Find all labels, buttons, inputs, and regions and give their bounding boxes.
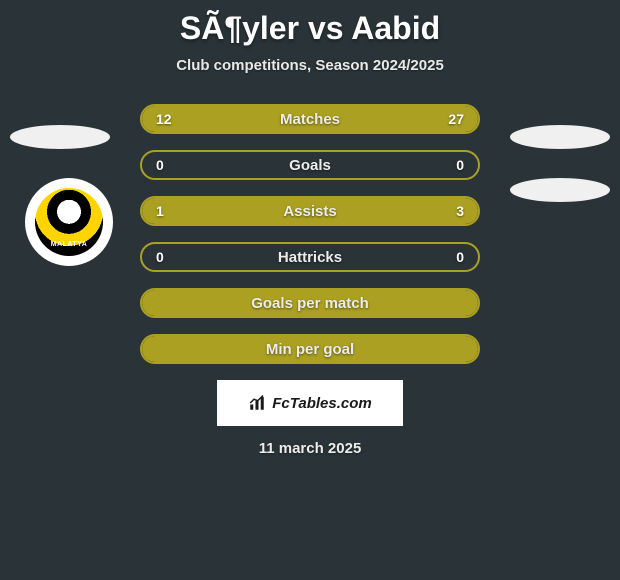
stat-label: Min per goal bbox=[266, 341, 354, 358]
player-photo-right bbox=[510, 125, 610, 149]
stat-value-left: 12 bbox=[156, 111, 186, 127]
badge-label: MALATYA bbox=[51, 241, 88, 248]
credit-label: FcTables.com bbox=[272, 395, 371, 412]
stat-value-left: 0 bbox=[156, 249, 186, 265]
stat-label: Hattricks bbox=[278, 249, 342, 266]
date-label: 11 march 2025 bbox=[0, 440, 620, 457]
stat-row-matches: 12 Matches 27 bbox=[140, 104, 480, 134]
comparison-card: SÃ¶yler vs Aabid Club competitions, Seas… bbox=[0, 0, 620, 467]
stat-row-hattricks: 0 Hattricks 0 bbox=[140, 242, 480, 272]
player-photo-left bbox=[10, 125, 110, 149]
stat-row-goals-per-match: Goals per match bbox=[140, 288, 480, 318]
stats-list: 12 Matches 27 0 Goals 0 1 Assists 3 0 Ha… bbox=[140, 104, 480, 364]
stat-value-right: 3 bbox=[434, 203, 464, 219]
fctables-link[interactable]: FcTables.com bbox=[217, 380, 403, 426]
stat-row-assists: 1 Assists 3 bbox=[140, 196, 480, 226]
stat-label: Assists bbox=[283, 203, 336, 220]
club-logo-left: MALATYA bbox=[25, 178, 113, 266]
stat-value-left: 1 bbox=[156, 203, 186, 219]
stat-label: Goals bbox=[289, 157, 331, 174]
stat-value-left: 0 bbox=[156, 157, 186, 173]
stat-value-right: 0 bbox=[434, 249, 464, 265]
stat-row-goals: 0 Goals 0 bbox=[140, 150, 480, 180]
stat-row-min-per-goal: Min per goal bbox=[140, 334, 480, 364]
malatya-badge-icon: MALATYA bbox=[35, 188, 103, 256]
stat-label: Goals per match bbox=[251, 295, 369, 312]
stat-label: Matches bbox=[280, 111, 340, 128]
club-logo-right bbox=[510, 178, 610, 202]
page-title: SÃ¶yler vs Aabid bbox=[0, 10, 620, 47]
stat-value-right: 27 bbox=[434, 111, 464, 127]
season-subtitle: Club competitions, Season 2024/2025 bbox=[0, 57, 620, 74]
chart-icon bbox=[248, 394, 266, 412]
stat-value-right: 0 bbox=[434, 157, 464, 173]
